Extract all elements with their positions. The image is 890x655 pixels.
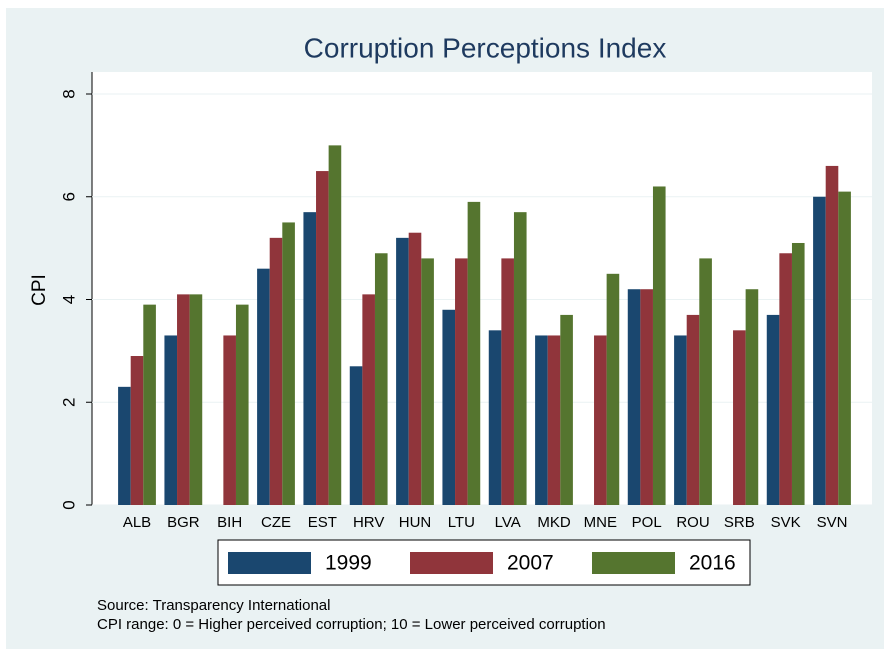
- x-tick-label: ROU: [676, 514, 709, 531]
- bar: [408, 232, 422, 505]
- x-tick-label: MNE: [584, 514, 617, 531]
- y-tick-label: 8: [59, 89, 78, 98]
- x-tick-label: LTU: [448, 514, 475, 531]
- bar: [130, 356, 144, 505]
- x-tick-label: SRB: [724, 514, 755, 531]
- x-tick-label: POL: [632, 514, 662, 531]
- bar: [118, 386, 131, 505]
- bar: [513, 212, 527, 505]
- bar: [640, 289, 653, 505]
- bar: [455, 258, 468, 505]
- y-tick-label: 2: [59, 398, 78, 407]
- bar: [257, 268, 270, 505]
- y-axis-title: CPI: [29, 274, 50, 306]
- legend-label: 2016: [689, 552, 736, 575]
- x-tick-label: HRV: [353, 514, 384, 531]
- bar: [733, 330, 746, 505]
- y-tick-label: 0: [59, 500, 78, 509]
- legend-label: 2007: [507, 552, 554, 575]
- bar: [745, 289, 759, 505]
- bar: [652, 186, 666, 505]
- bar: [501, 258, 514, 505]
- bar: [223, 335, 236, 505]
- x-tick-label: SVK: [771, 514, 801, 531]
- bar: [467, 201, 481, 505]
- bar: [825, 165, 839, 506]
- bar: [594, 335, 607, 505]
- bar: [606, 273, 620, 505]
- bar: [547, 335, 561, 505]
- legend-label: 1999: [325, 552, 372, 575]
- bar: [627, 289, 641, 505]
- bar: [535, 335, 548, 505]
- bar: [303, 212, 317, 505]
- bar: [779, 253, 792, 505]
- bar: [686, 314, 700, 505]
- bar: [699, 258, 712, 505]
- bar: [328, 145, 342, 505]
- bar: [674, 335, 687, 505]
- bar: [282, 222, 295, 505]
- bar: [177, 294, 190, 505]
- legend-swatch: [410, 552, 493, 574]
- x-tick-label: ALB: [123, 514, 151, 531]
- legend-swatch: [592, 552, 675, 574]
- bar: [316, 171, 329, 505]
- x-tick-label: LVA: [495, 514, 521, 531]
- bar: [791, 242, 805, 506]
- bar: [362, 294, 375, 505]
- bar: [766, 314, 780, 505]
- bar: [269, 237, 283, 505]
- bar: [488, 330, 502, 505]
- bar: [189, 294, 203, 505]
- bar: [442, 309, 456, 505]
- bar: [396, 237, 409, 505]
- bar: [560, 314, 573, 505]
- x-tick-label: CZE: [261, 514, 291, 531]
- x-tick-label: EST: [308, 514, 337, 531]
- bar: [813, 196, 826, 505]
- bar: [349, 366, 363, 505]
- x-tick-label: BGR: [167, 514, 200, 531]
- x-tick-label: SVN: [817, 514, 848, 531]
- x-tick-label: MKD: [537, 514, 571, 531]
- y-tick-label: 4: [59, 295, 78, 304]
- x-tick-label: BIH: [217, 514, 242, 531]
- bar: [838, 191, 851, 506]
- bar: [421, 258, 434, 505]
- x-tick-label: HUN: [399, 514, 432, 531]
- bar: [374, 253, 388, 505]
- y-tick-label: 6: [59, 192, 78, 201]
- bar: [235, 304, 249, 505]
- legend-swatch: [228, 552, 311, 574]
- bar: [164, 335, 178, 505]
- bar: [143, 304, 156, 505]
- chart-title: Corruption Perceptions Index: [304, 32, 667, 63]
- note: Source: Transparency International: [97, 597, 330, 614]
- note: CPI range: 0 = Higher perceived corrupti…: [97, 616, 606, 633]
